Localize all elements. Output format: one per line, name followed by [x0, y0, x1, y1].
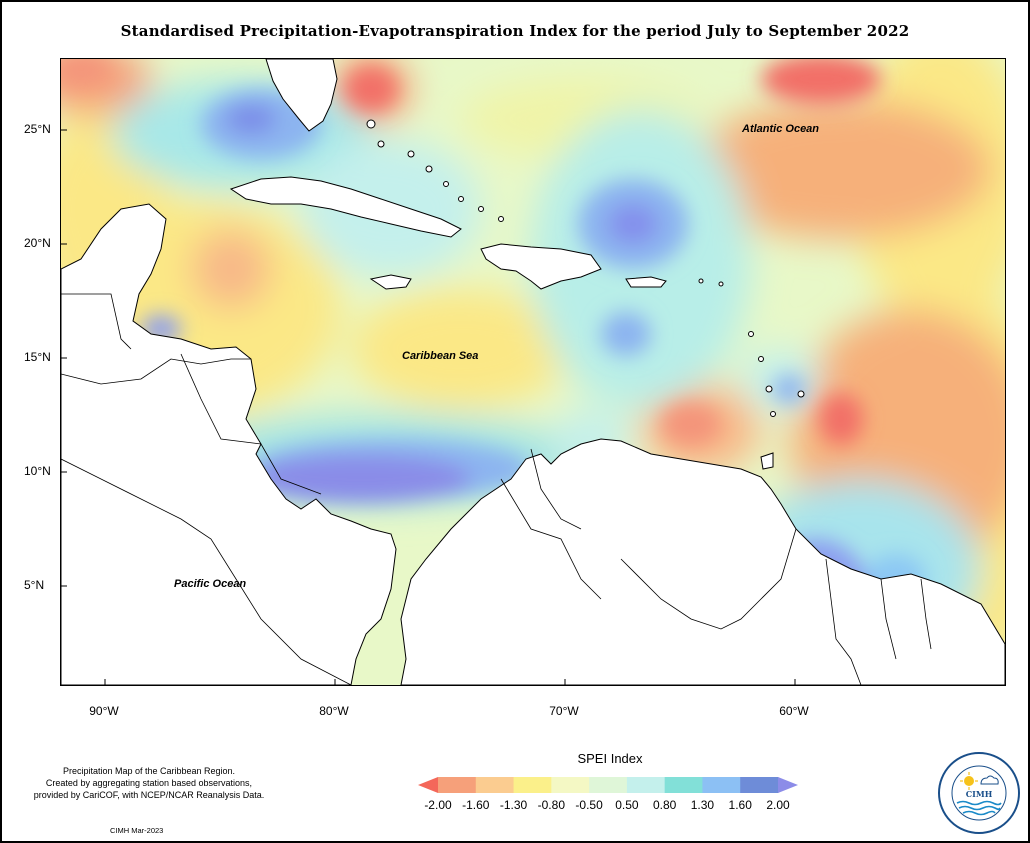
- legend-swatch: [626, 777, 666, 793]
- legend-tick-label: -1.30: [499, 798, 528, 812]
- legend-swatch: [740, 777, 779, 793]
- legend-swatch: [513, 777, 552, 793]
- spei-map-svg: [61, 59, 1005, 685]
- cloud-icon: [980, 775, 999, 785]
- label-atlantic-ocean: Atlantic Ocean: [742, 123, 820, 135]
- land-florida: [265, 59, 338, 132]
- land-cuba: [229, 176, 462, 238]
- land-masses: [61, 59, 1005, 685]
- legend-tick-label: 1.30: [690, 798, 715, 812]
- legend-swatch: [664, 777, 703, 793]
- lat-label-25n: 25°N: [24, 122, 51, 136]
- legend-swatch: [551, 777, 590, 793]
- legend-tick-label: -0.80: [537, 798, 565, 812]
- legend-tick-label: -1.60: [462, 798, 490, 812]
- legend-swatch: [475, 777, 515, 793]
- legend-swatch: [778, 777, 798, 793]
- legend-swatch: [702, 777, 741, 793]
- land-jamaica: [369, 274, 412, 290]
- legend-tick-label: 2.00: [766, 798, 790, 812]
- legend-tick-label: 0.50: [615, 798, 639, 812]
- legend-tick-label: -2.00: [424, 798, 452, 812]
- lon-label-80w: 80°W: [319, 704, 349, 718]
- borders: [61, 293, 932, 685]
- footer-note-line-3: provided by CariCOF, with NCEP/NCAR Rean…: [33, 790, 265, 800]
- legend-tick-label: 0.80: [652, 798, 677, 812]
- footer-note: Precipitation Map of the Caribbean Regio…: [0, 765, 298, 801]
- legend-tick-label: 1.60: [728, 798, 752, 812]
- lon-label-60w: 60°W: [779, 704, 809, 718]
- land-south-america: [400, 438, 1005, 685]
- footer-note-line-2: Created by aggregating station based obs…: [45, 778, 253, 788]
- legend-swatch: [589, 777, 628, 793]
- legend-title: SPEI Index: [577, 751, 643, 766]
- lat-label-5n: 5°N: [24, 578, 45, 592]
- lat-label-15n: 15°N: [24, 350, 51, 364]
- lat-label-20n: 20°N: [24, 236, 51, 250]
- map-title: Standardised Precipitation-Evapotranspir…: [120, 22, 910, 40]
- lon-label-70w: 70°W: [549, 704, 579, 718]
- label-caribbean-sea: Caribbean Sea: [402, 350, 479, 362]
- land-puerto-rico: [625, 276, 667, 288]
- credit-line: CIMH Mar-2023: [110, 826, 164, 835]
- legend-colorbar: [418, 777, 798, 793]
- land-hispaniola: [480, 243, 602, 290]
- sun-icon: [964, 776, 974, 786]
- legend-tick-label: -0.50: [575, 798, 603, 812]
- axis-ticks: [61, 129, 796, 685]
- land-trinidad: [760, 452, 774, 470]
- legend-swatch: [418, 777, 438, 793]
- legend-swatches: [418, 777, 798, 793]
- legend-swatch: [438, 777, 477, 793]
- lat-label-10n: 10°N: [24, 464, 51, 478]
- spei-map: [60, 58, 1006, 686]
- logo-org-text: CIMH: [966, 789, 993, 799]
- label-pacific-ocean: Pacific Ocean: [174, 578, 247, 590]
- footer-note-line-1: Precipitation Map of the Caribbean Regio…: [62, 766, 236, 776]
- cimh-logo: CIMH: [938, 752, 1020, 834]
- wave-icon: [956, 800, 1002, 806]
- lon-label-90w: 90°W: [89, 704, 119, 718]
